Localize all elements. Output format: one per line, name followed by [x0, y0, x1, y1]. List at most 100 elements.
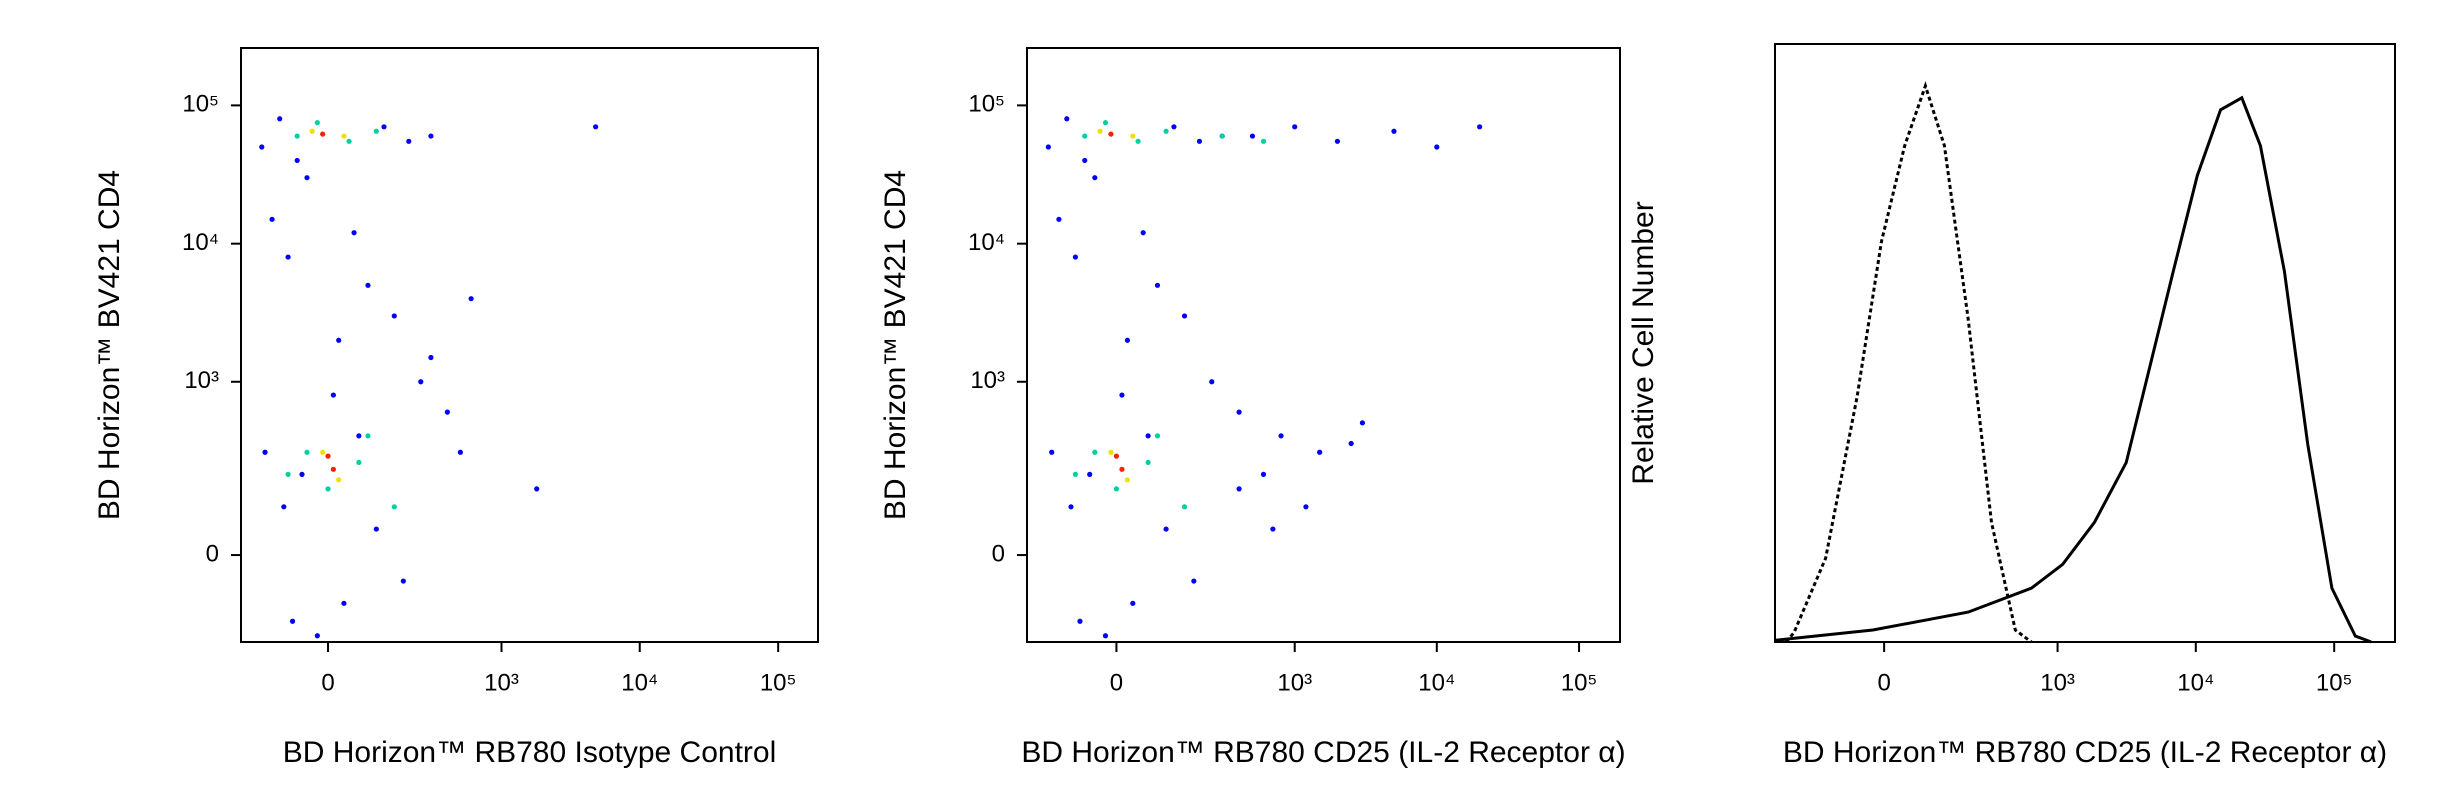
event-dot: [1113, 453, 1120, 459]
event-dot: [314, 633, 320, 639]
y-axis-title: BD Horizon™ BV421 CD4: [879, 170, 912, 520]
event-dot: [1072, 471, 1078, 477]
y-axis-title: BD Horizon™ BV421 CD4: [93, 170, 126, 520]
event-dot: [1181, 504, 1188, 510]
event-dot: [428, 133, 434, 139]
event-dot: [1045, 144, 1051, 150]
x-tick-label: 10³: [484, 669, 519, 696]
x-tick-label: 10³: [1277, 669, 1312, 696]
event-dot: [381, 124, 387, 130]
event-dot: [320, 131, 326, 137]
event-dot: [1092, 175, 1098, 181]
histogram-line: [1784, 81, 2033, 644]
event-dot: [1077, 618, 1083, 624]
event-dot: [1124, 337, 1131, 343]
x-tick-label: 10⁵: [2316, 669, 2353, 696]
event-dot: [309, 128, 315, 134]
event-dot: [1092, 449, 1098, 455]
event-dot: [391, 313, 397, 319]
event-dot: [262, 449, 268, 455]
event-dot: [1171, 124, 1177, 130]
histogram-line: [1775, 95, 2372, 644]
event-dot: [1196, 138, 1203, 144]
event-dot: [341, 133, 347, 139]
event-dot: [304, 449, 310, 455]
event-dot: [1056, 216, 1062, 222]
event-dot: [1219, 133, 1225, 139]
event-dot: [1236, 486, 1242, 492]
event-dot: [259, 144, 265, 150]
event-dot: [1303, 504, 1309, 510]
plot-frame: [240, 47, 819, 643]
x-tick-label: 0: [1877, 669, 1890, 696]
event-dot: [1209, 379, 1215, 385]
event-dot: [1068, 504, 1074, 510]
event-dot: [325, 486, 331, 492]
event-dot: [428, 354, 434, 361]
event-dot: [1434, 144, 1440, 150]
event-dot: [1317, 449, 1323, 455]
event-dot: [444, 409, 450, 415]
event-dot: [356, 459, 362, 466]
x-axis-title: BD Horizon™ RB780 CD25 (IL-2 Receptor α): [1021, 736, 1625, 769]
y-tick-label: 10³: [970, 367, 1005, 394]
event-dot: [1477, 124, 1483, 130]
event-dot: [1087, 471, 1093, 477]
event-dot: [351, 230, 357, 236]
event-dot: [356, 433, 362, 439]
event-dot: [294, 133, 300, 139]
event-dot: [1108, 131, 1114, 137]
event-dot: [1145, 433, 1151, 439]
event-dot: [1260, 471, 1267, 477]
event-dot: [365, 282, 371, 288]
event-dot: [1145, 459, 1151, 466]
event-dot: [1359, 420, 1366, 426]
y-tick-label: 10⁴: [968, 229, 1005, 256]
event-dot: [418, 379, 424, 385]
event-dot: [330, 466, 336, 472]
event-dot: [1348, 440, 1354, 447]
x-tick-label: 0: [1110, 669, 1123, 696]
event-dot: [341, 600, 347, 606]
x-axis-title: BD Horizon™ RB780 Isotype Control: [283, 736, 777, 769]
event-dot: [330, 392, 336, 398]
event-dot: [1082, 133, 1088, 139]
event-dot: [1124, 477, 1131, 483]
event-dot: [457, 449, 463, 455]
event-dot: [1072, 254, 1078, 260]
event-dot: [391, 504, 397, 510]
event-dot: [1249, 133, 1256, 139]
event-dot: [277, 116, 283, 122]
event-dot: [346, 138, 352, 144]
y-tick-label: 0: [992, 540, 1005, 567]
event-dot: [1119, 392, 1125, 398]
event-dot: [406, 138, 412, 144]
event-dot: [1097, 128, 1103, 134]
x-tick-label: 10⁵: [760, 669, 797, 696]
event-dot: [1154, 282, 1161, 288]
event-dot: [1391, 128, 1397, 134]
event-dot: [1270, 526, 1276, 532]
event-dot: [1260, 138, 1267, 144]
event-dot: [294, 157, 300, 164]
event-dot: [1278, 433, 1284, 439]
event-dot: [285, 254, 291, 260]
y-tick-label: 0: [206, 540, 219, 567]
event-dot: [1113, 486, 1120, 492]
x-tick-label: 10⁴: [621, 669, 658, 696]
event-dot: [1119, 466, 1125, 472]
event-dot: [325, 453, 331, 459]
event-dot: [1108, 449, 1114, 455]
event-dot: [1163, 128, 1169, 134]
x-axis-title: BD Horizon™ RB780 CD25 (IL-2 Receptor α): [1783, 736, 2387, 769]
y-tick-label: 10⁵: [968, 91, 1005, 118]
x-tick-label: 0: [321, 669, 334, 696]
event-dot: [1082, 157, 1088, 164]
event-dot: [1181, 313, 1188, 319]
event-dot: [1163, 526, 1169, 532]
event-dot: [1154, 433, 1161, 439]
x-tick-label: 10⁴: [1418, 669, 1455, 696]
y-tick-label: 10³: [184, 367, 219, 394]
event-dot: [1191, 578, 1197, 584]
event-dot: [1130, 133, 1136, 139]
